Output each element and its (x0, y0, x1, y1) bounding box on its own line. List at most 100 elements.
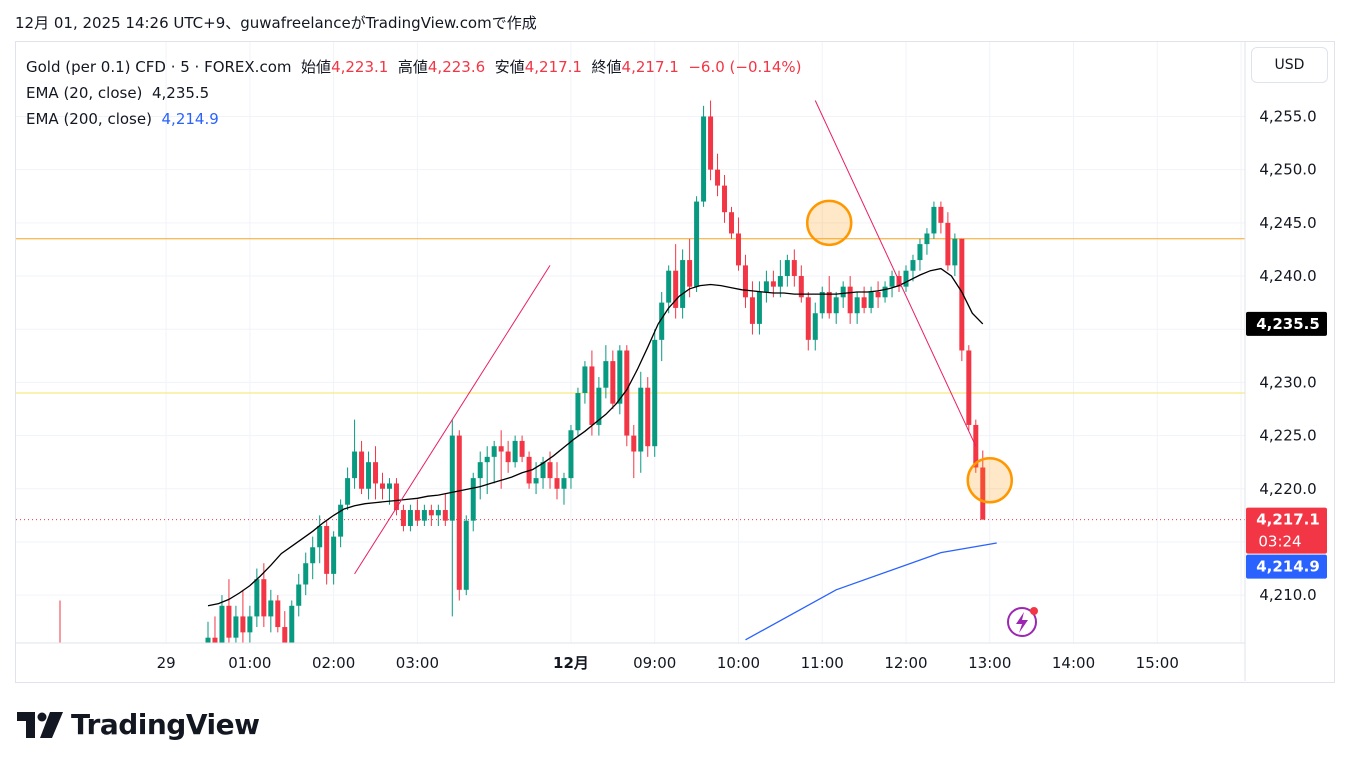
candle-body (373, 462, 379, 484)
candle-body (659, 302, 665, 340)
candle-body (345, 478, 351, 505)
time-tick-label: 14:00 (1052, 654, 1095, 672)
candle (805, 291, 811, 351)
candle (882, 281, 888, 303)
candle (708, 100, 714, 181)
time-axis: 29 01:00 02:00 03:00 12月 09:00 10:00 11:00 12:00… (16, 642, 1245, 672)
candle (421, 504, 427, 526)
candle (875, 281, 881, 308)
price-badge-bg (1246, 507, 1327, 554)
candle (317, 515, 323, 564)
candle (784, 254, 790, 287)
candle (282, 611, 288, 643)
candle (756, 281, 762, 335)
candle (240, 589, 246, 643)
time-tick-label: 15:00 (1136, 654, 1179, 672)
candle-body (701, 116, 707, 202)
tradingview-logo[interactable]: TradingView (17, 708, 260, 741)
change-value: −6.0 (−0.14%) (688, 58, 802, 76)
candle-body (791, 260, 797, 277)
candle-body (603, 361, 609, 388)
ema200-label: EMA (200, close) (26, 110, 152, 128)
candle-body (910, 260, 916, 271)
candle (854, 291, 860, 324)
high-value: 4,223.6 (427, 58, 486, 76)
candle-body (729, 212, 734, 234)
time-tick-label: 11:00 (801, 654, 844, 672)
candle-body (812, 313, 818, 340)
candle-body (240, 616, 246, 633)
candle (840, 281, 846, 308)
candle (414, 499, 420, 526)
candle-body (338, 504, 344, 537)
lightning-icon[interactable] (1007, 607, 1038, 637)
chart-frame[interactable] (15, 41, 1335, 683)
horizontal-levels (16, 238, 1245, 521)
candle (582, 361, 588, 404)
candle-body (756, 291, 762, 324)
candle-body (435, 510, 441, 516)
candle-body (414, 510, 420, 521)
candle (763, 270, 769, 303)
candle (226, 579, 232, 643)
price-badge: 4,217.1 03:24 (1246, 507, 1327, 554)
price-badge-label: 4,235.5 (1256, 315, 1320, 333)
ema200-row[interactable]: EMA (200, close) 4,214.9 (26, 106, 801, 132)
candle (568, 424, 574, 489)
candle-body (861, 297, 867, 308)
price-tick-label: 4,250.0 (1259, 161, 1316, 179)
ema20-line (207, 267, 984, 607)
candle-body (945, 222, 951, 266)
candle (819, 286, 825, 319)
candle-body (407, 510, 413, 526)
candle (952, 233, 958, 277)
time-tick-label: 13:00 (968, 654, 1011, 672)
open-label: 始値 (301, 58, 332, 76)
candle-body (380, 483, 385, 489)
candle (659, 291, 665, 362)
candle-body (393, 483, 399, 511)
candle (400, 504, 406, 532)
candle-body (568, 430, 574, 479)
highlight-circle (805, 199, 853, 247)
time-tick-label: 29 (157, 654, 176, 672)
candle (861, 286, 867, 314)
ema200-value: 4,214.9 (161, 110, 219, 128)
candle-body (275, 600, 281, 628)
candle-body (261, 579, 267, 617)
candle-body (463, 520, 469, 590)
open-value: 4,223.1 (331, 58, 389, 76)
low-value: 4,217.1 (524, 58, 582, 76)
candle-body (303, 563, 309, 585)
candle (631, 424, 637, 479)
ema20-label: EMA (20, close) (26, 84, 143, 102)
candle (680, 249, 686, 319)
candle (812, 302, 818, 351)
candle-body (589, 366, 595, 425)
candle-body (819, 291, 825, 314)
candle-body (233, 616, 239, 638)
candle-body (763, 281, 769, 292)
candle-body (282, 627, 288, 643)
close-value: 4,217.1 (621, 58, 679, 76)
currency-button[interactable]: USD (1251, 47, 1328, 83)
candle (407, 504, 413, 532)
candle-body (491, 446, 497, 457)
candle-body (359, 451, 365, 489)
candle (959, 238, 965, 362)
candle (701, 105, 707, 207)
candle (268, 589, 274, 633)
time-tick-label: 12月 (553, 654, 589, 672)
candle-body (610, 361, 616, 404)
price-badge: 4,235.5 (1246, 311, 1327, 336)
candle (729, 206, 734, 239)
candle (694, 196, 700, 292)
symbol-name[interactable]: Gold (per 0.1) CFD · 5 · FOREX.com (26, 58, 292, 76)
candle-body (519, 440, 525, 457)
ema20-row[interactable]: EMA (20, close) 4,235.5 (26, 80, 801, 106)
candle (868, 286, 874, 314)
uptrend-line (354, 265, 551, 575)
candle-body (428, 510, 434, 516)
candle-body (673, 270, 679, 308)
